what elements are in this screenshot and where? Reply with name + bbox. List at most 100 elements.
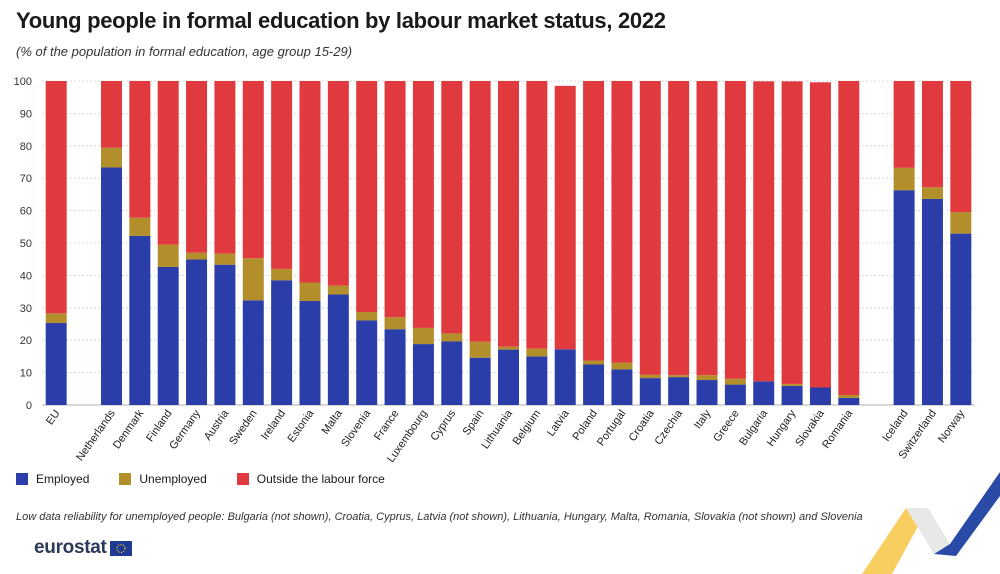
bar-outside [554,85,576,350]
y-tick-label: 100 [14,76,32,88]
bar-employed [583,364,605,405]
bar-unemployed [668,375,690,378]
bar-unemployed [412,327,434,345]
legend-swatch-employed [16,473,28,485]
bar-unemployed [441,333,463,342]
bar-outside [157,81,179,245]
bar-unemployed [384,317,406,330]
x-tick-label: Greece [711,408,742,444]
y-tick-label: 0 [26,400,32,412]
y-tick-label: 40 [20,270,32,282]
bar-unemployed [271,268,293,281]
bar-unemployed [950,212,972,234]
bar-unemployed [100,147,122,168]
bar-outside [186,81,208,253]
bar-employed [271,280,293,405]
bar-outside [809,82,831,388]
eu-flag-icon [109,540,132,556]
x-tick-label: Czechia [652,407,685,447]
bar-employed [242,300,264,405]
bar-outside [526,81,548,349]
y-tick-label: 20 [20,335,32,347]
x-tick-label: Latvia [545,407,572,439]
bar-employed [129,235,151,405]
bar-unemployed [186,252,208,260]
bar-outside [498,81,519,347]
legend-swatch-unemployed [119,473,132,485]
bar-outside [45,81,67,314]
bar-unemployed [781,383,803,386]
chart-subtitle: (% of the population in formal education… [16,44,353,59]
x-tick-label: Norway [936,407,968,445]
bar-employed [299,300,321,405]
bar-unemployed [838,394,860,398]
bar-employed [100,167,122,405]
bar-unemployed [498,346,519,350]
bar-outside [583,81,605,361]
y-tick-label: 50 [20,238,32,250]
x-tick-label: Malta [320,407,346,437]
bar-outside [412,81,434,328]
x-tick-label: France [372,408,401,443]
x-tick-label: Cyprus [428,407,458,443]
bar-employed [441,341,463,405]
bar-outside [271,81,293,269]
bar-unemployed [526,348,548,357]
x-tick-label: Slovenia [339,407,374,449]
bar-unemployed [356,312,378,321]
bar-employed [753,381,775,405]
bar-employed [611,369,633,405]
bar-unemployed [469,341,491,358]
bar-employed [921,198,943,405]
bar-employed [639,378,661,405]
x-tick-label: Italy [692,407,714,431]
legend-swatch-outside [236,473,249,485]
bar-outside [611,81,633,363]
bar-unemployed [893,167,915,191]
bar-unemployed [242,258,264,301]
bar-employed [781,385,803,405]
x-tick-label: Poland [571,408,600,443]
bar-unemployed [639,374,661,379]
bar-employed [498,349,519,405]
bar-unemployed [299,282,321,301]
bar-unemployed [724,378,746,385]
y-tick-label: 80 [20,141,32,153]
bar-outside [696,81,718,376]
corner-decoration [862,472,1000,574]
bar-outside [950,81,972,213]
bar-outside [327,81,349,286]
bar-outside [299,81,321,283]
y-axis-ticks: 0 10 20 30 40 50 60 70 80 90 100 [14,76,32,412]
bar-unemployed [129,217,151,236]
bar-unemployed [45,313,67,324]
bar-employed [526,356,548,405]
bar-employed [554,349,576,405]
x-tick-label: Spain [461,408,487,438]
y-tick-label: 30 [20,303,32,315]
bar-unemployed [327,285,349,295]
bar-outside [100,81,122,148]
eurostat-logo: eurostat [34,537,132,559]
bar-outside [921,81,943,188]
bar-outside [724,81,746,379]
bar-unemployed [214,253,236,265]
bar-unemployed [157,244,179,267]
bar-employed [696,380,718,405]
bar-employed [950,233,972,405]
footnote: Low data reliability for unemployed peop… [16,511,863,523]
bar-employed [327,294,349,405]
bar-employed [356,320,378,405]
bar-employed [893,190,915,405]
bar-employed [45,323,67,405]
legend: Employed Unemployed Outside the labour f… [16,472,415,486]
x-tick-label: Estonia [286,407,317,445]
bar-employed [838,397,860,405]
bar-unemployed [696,375,718,381]
bar-employed [412,344,434,405]
bar-unemployed [611,362,633,370]
bar-employed [809,387,831,405]
legend-label-unemployed: Unemployed [139,472,207,486]
bar-outside [893,81,915,168]
x-tick-label: EU [44,408,63,427]
